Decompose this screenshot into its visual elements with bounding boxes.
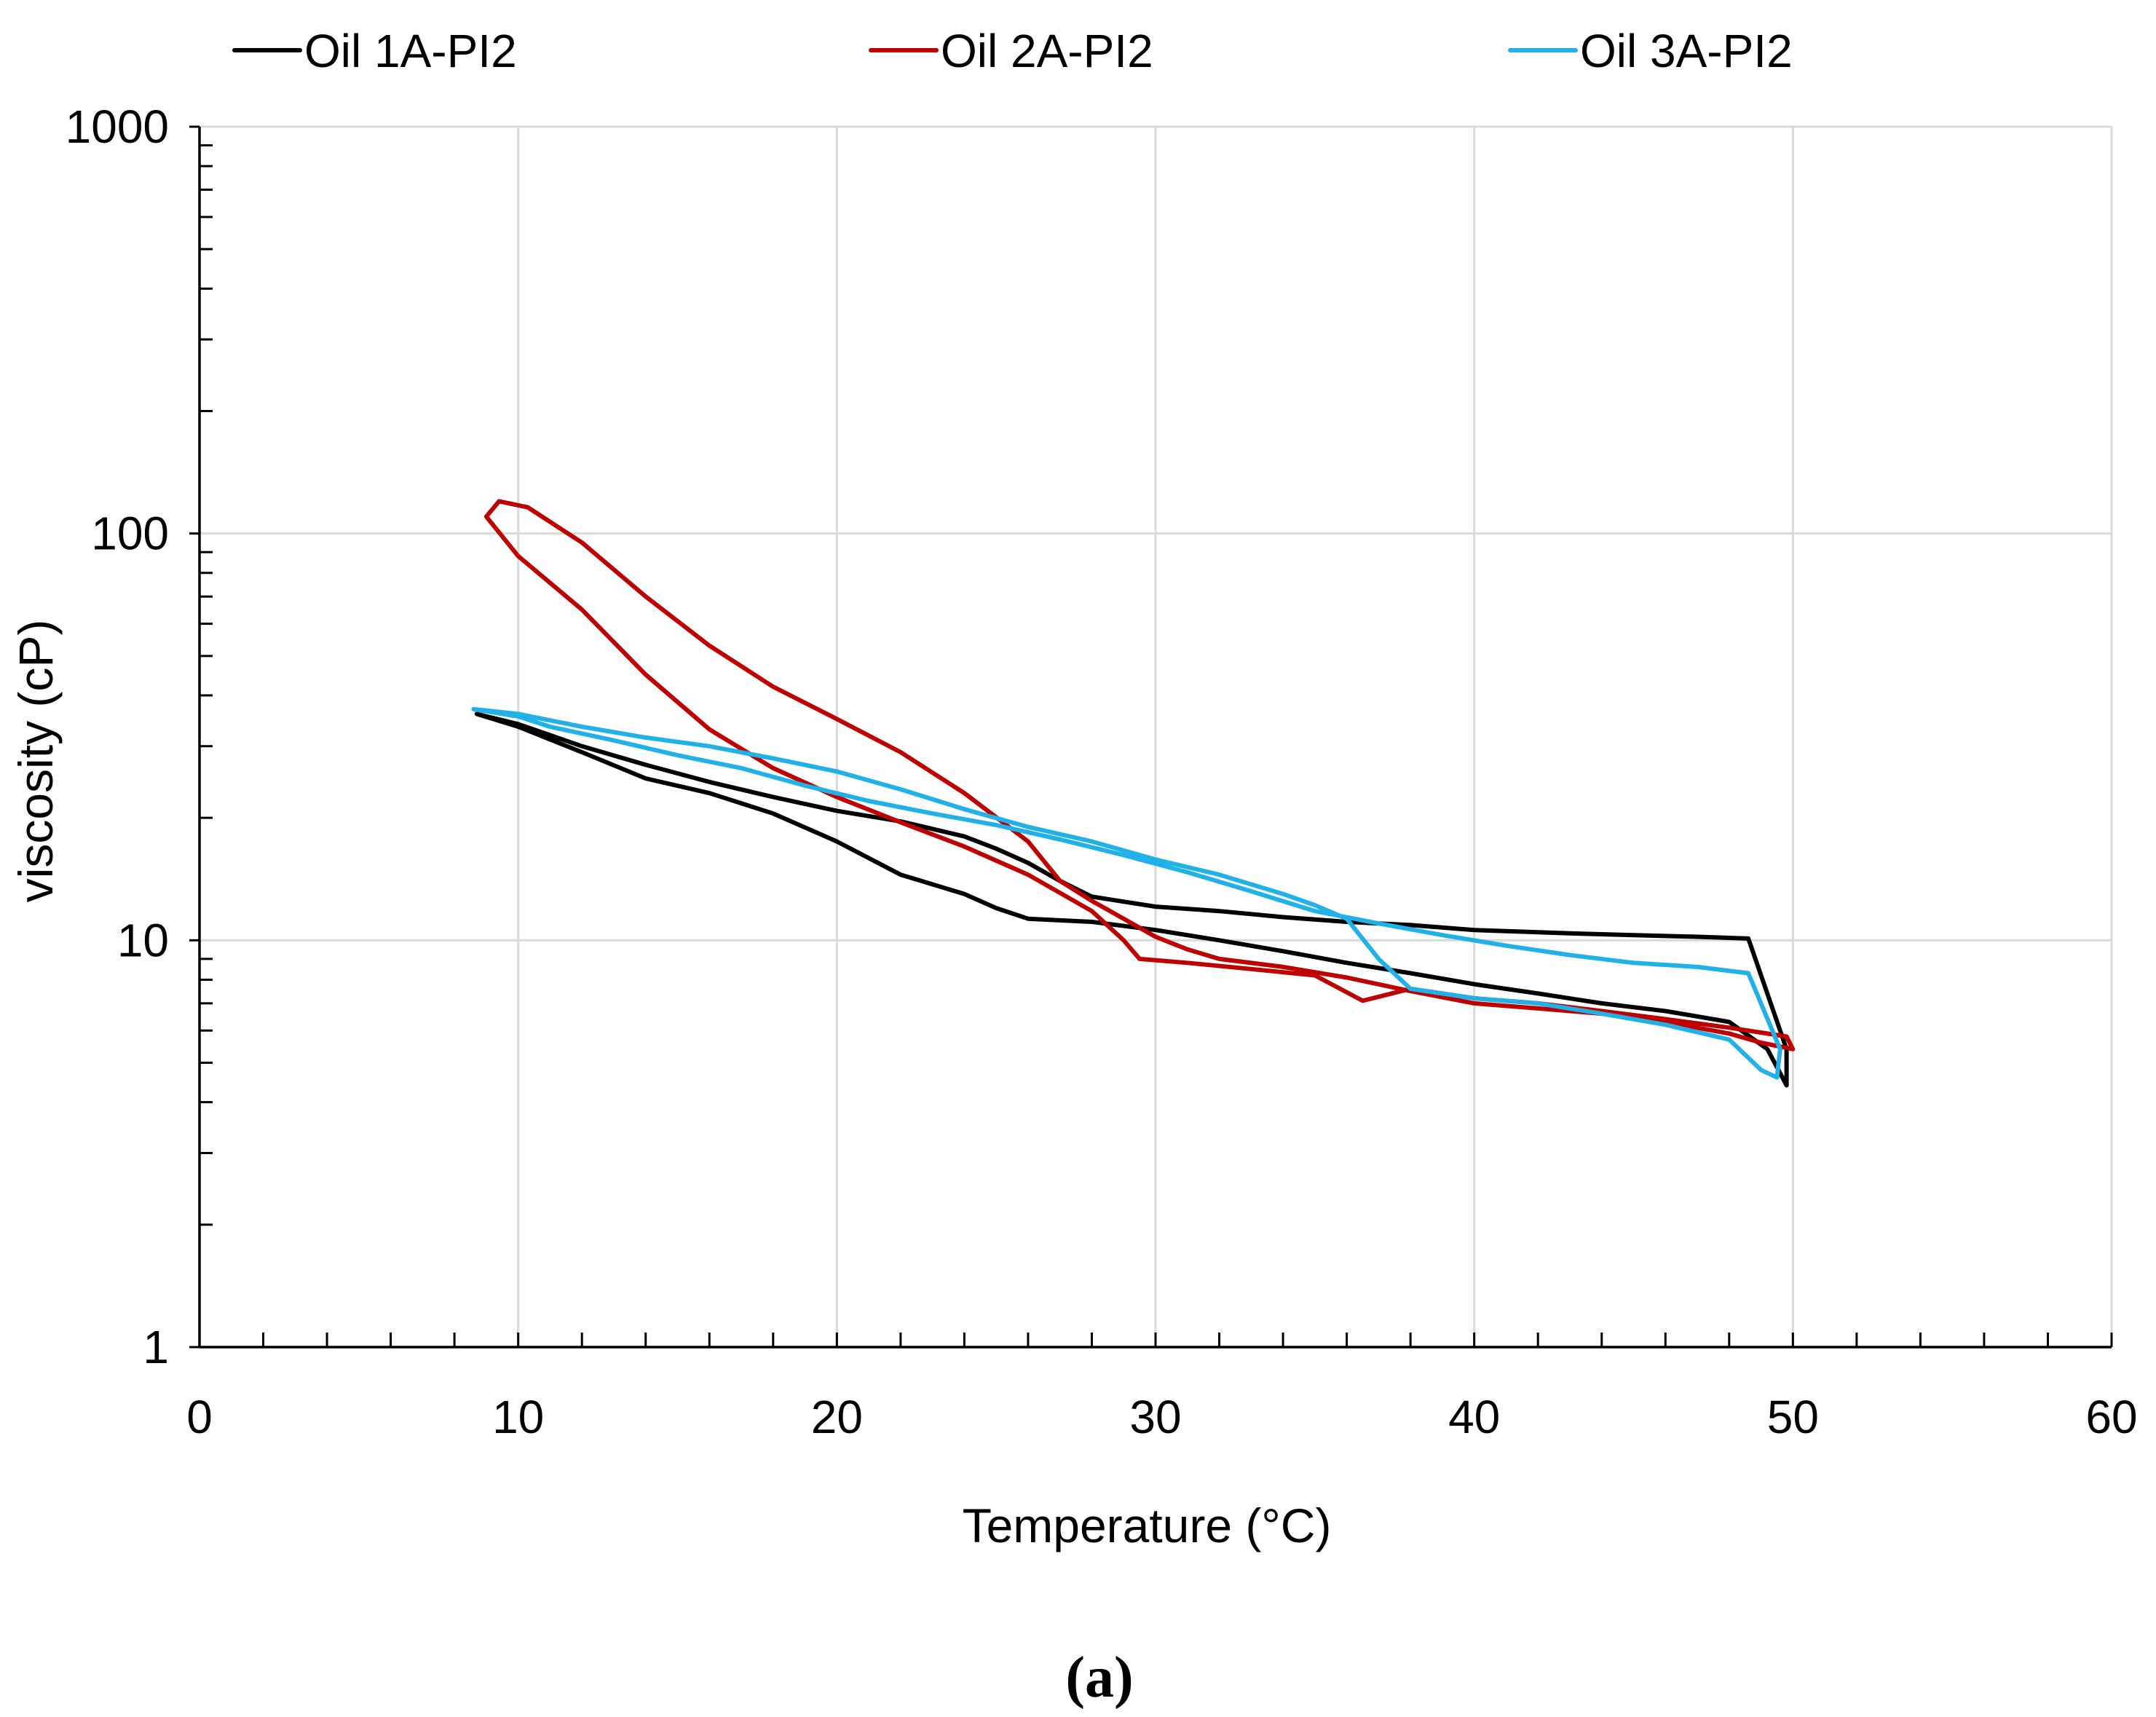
x-tick-label: 60 xyxy=(2085,1391,2137,1443)
axes xyxy=(189,125,2113,1349)
legend-label: Oil 2A-PI2 xyxy=(941,25,1153,77)
y-tick-label: 10 xyxy=(117,914,169,966)
series-line-1 xyxy=(474,711,1789,1088)
x-tick-label: 10 xyxy=(492,1391,544,1443)
x-tick-label: 40 xyxy=(1448,1391,1500,1443)
legend-label: Oil 1A-PI2 xyxy=(304,25,517,77)
series-lines xyxy=(471,499,1796,1088)
y-tick-label: 1000 xyxy=(66,100,169,153)
x-tick-label: 30 xyxy=(1129,1391,1181,1443)
y-tick-label: 1 xyxy=(143,1321,169,1373)
grid-lines xyxy=(200,125,2113,1347)
x-tick-label: 20 xyxy=(811,1391,863,1443)
series-line-3 xyxy=(471,706,1782,1080)
panel-label: (a) xyxy=(1065,1646,1133,1710)
y-axis-title: viscosity (cP) xyxy=(9,620,63,903)
tick-labels: 0 10 20 30 40 50 60 1 10 100 1000 xyxy=(66,100,2138,1443)
x-tick-label: 0 xyxy=(186,1391,213,1443)
series-line-2 xyxy=(483,499,1796,1051)
x-tick-label: 50 xyxy=(1767,1391,1819,1443)
x-axis-title: Temperature (°C) xyxy=(963,1499,1332,1552)
y-tick-label: 100 xyxy=(91,508,169,560)
legend: Oil 1A-PI2 Oil 2A-PI2 Oil 3A-PI2 xyxy=(232,25,1793,77)
legend-label: Oil 3A-PI2 xyxy=(1580,25,1793,77)
